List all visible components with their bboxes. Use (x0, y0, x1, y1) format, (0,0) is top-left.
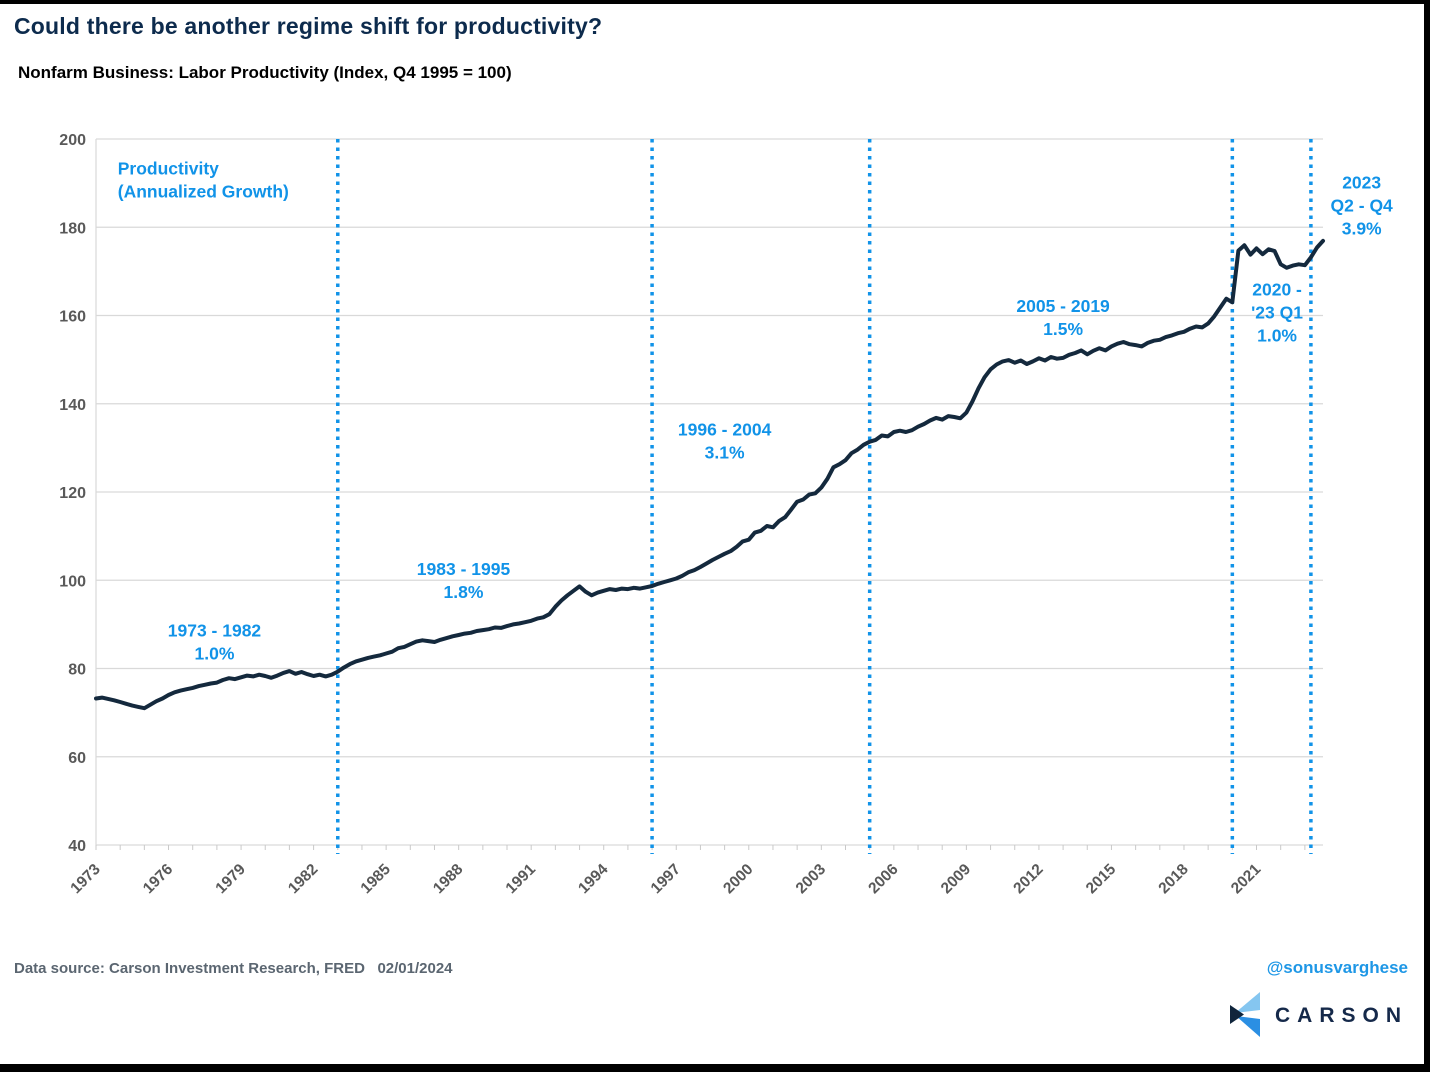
svg-text:1983 - 1995: 1983 - 1995 (417, 559, 511, 579)
svg-text:40: 40 (68, 838, 86, 855)
svg-text:1976: 1976 (140, 861, 177, 898)
carson-logo-text: CARSON (1274, 1004, 1408, 1027)
svg-text:60: 60 (68, 750, 86, 767)
regime-annotations: Productivity (Annualized Growth) 1973 - 19… (118, 158, 1393, 663)
x-axis-ticks (95, 845, 1306, 850)
svg-text:2023: 2023 (1342, 172, 1381, 192)
svg-text:1.0%: 1.0% (195, 643, 235, 663)
svg-text:1.8%: 1.8% (444, 582, 484, 602)
page-title: Could there be another regime shift for … (14, 13, 603, 39)
svg-text:(Annualized Growth): (Annualized Growth) (118, 181, 289, 201)
twitter-handle-link[interactable]: @sonusvarghese (1266, 958, 1408, 977)
y-axis-labels: 40 60 80 100 120 140 160 180 200 (59, 132, 86, 855)
svg-text:1973 - 1982: 1973 - 1982 (168, 620, 262, 640)
svg-text:100: 100 (59, 573, 86, 590)
svg-text:1997: 1997 (648, 861, 684, 897)
svg-text:1996 - 2004: 1996 - 2004 (678, 420, 772, 440)
chart-subtitle: Nonfarm Business: Labor Productivity (In… (18, 63, 512, 82)
brand-logo: CARSON (0, 992, 1424, 1040)
svg-text:2000: 2000 (720, 861, 756, 897)
svg-text:2005 - 2019: 2005 - 2019 (1016, 296, 1110, 316)
svg-text:2020 -: 2020 - (1252, 280, 1302, 300)
productivity-line (94, 238, 1325, 711)
svg-text:2003: 2003 (793, 861, 830, 898)
svg-text:'23 Q1: '23 Q1 (1251, 303, 1303, 323)
x-axis-labels: 1973 1976 1979 1982 1985 1988 1991 1994 1997 2000… (67, 861, 1264, 898)
svg-text:3.1%: 3.1% (705, 443, 745, 463)
svg-text:1.5%: 1.5% (1043, 319, 1083, 339)
svg-text:Productivity: Productivity (118, 158, 219, 178)
svg-text:120: 120 (59, 485, 86, 502)
y-gridlines (95, 138, 1323, 846)
svg-text:200: 200 (59, 132, 86, 149)
svg-text:Q2 - Q4: Q2 - Q4 (1331, 195, 1394, 215)
data-source-note: Data source: Carson Investment Research,… (14, 960, 453, 977)
svg-text:1991: 1991 (503, 861, 540, 898)
svg-text:2009: 2009 (938, 861, 975, 898)
svg-text:2021: 2021 (1228, 861, 1265, 898)
svg-text:1994: 1994 (575, 861, 612, 898)
svg-text:2012: 2012 (1010, 861, 1046, 897)
svg-text:180: 180 (59, 220, 86, 237)
svg-text:2018: 2018 (1155, 861, 1192, 898)
chart-area: 40 60 80 100 120 140 160 180 200 1973 1976 1979 1982… (0, 117, 1424, 932)
svg-text:3.9%: 3.9% (1342, 218, 1382, 238)
carson-logo-icon (1229, 992, 1260, 1037)
svg-text:80: 80 (68, 662, 86, 679)
svg-text:160: 160 (59, 309, 86, 326)
svg-text:1985: 1985 (358, 861, 395, 898)
svg-text:1988: 1988 (430, 861, 467, 898)
svg-text:2006: 2006 (865, 861, 902, 898)
svg-text:140: 140 (59, 397, 86, 414)
regime-boundary-lines (336, 139, 1313, 854)
footer: Data source: Carson Investment Research,… (0, 958, 1424, 978)
svg-text:1979: 1979 (212, 861, 249, 898)
svg-text:1982: 1982 (285, 861, 321, 897)
productivity-line-chart: 40 60 80 100 120 140 160 180 200 1973 1976 1979 1982… (59, 132, 1393, 898)
svg-text:2015: 2015 (1083, 861, 1120, 898)
svg-text:1973: 1973 (67, 861, 104, 898)
svg-text:1.0%: 1.0% (1257, 326, 1297, 346)
